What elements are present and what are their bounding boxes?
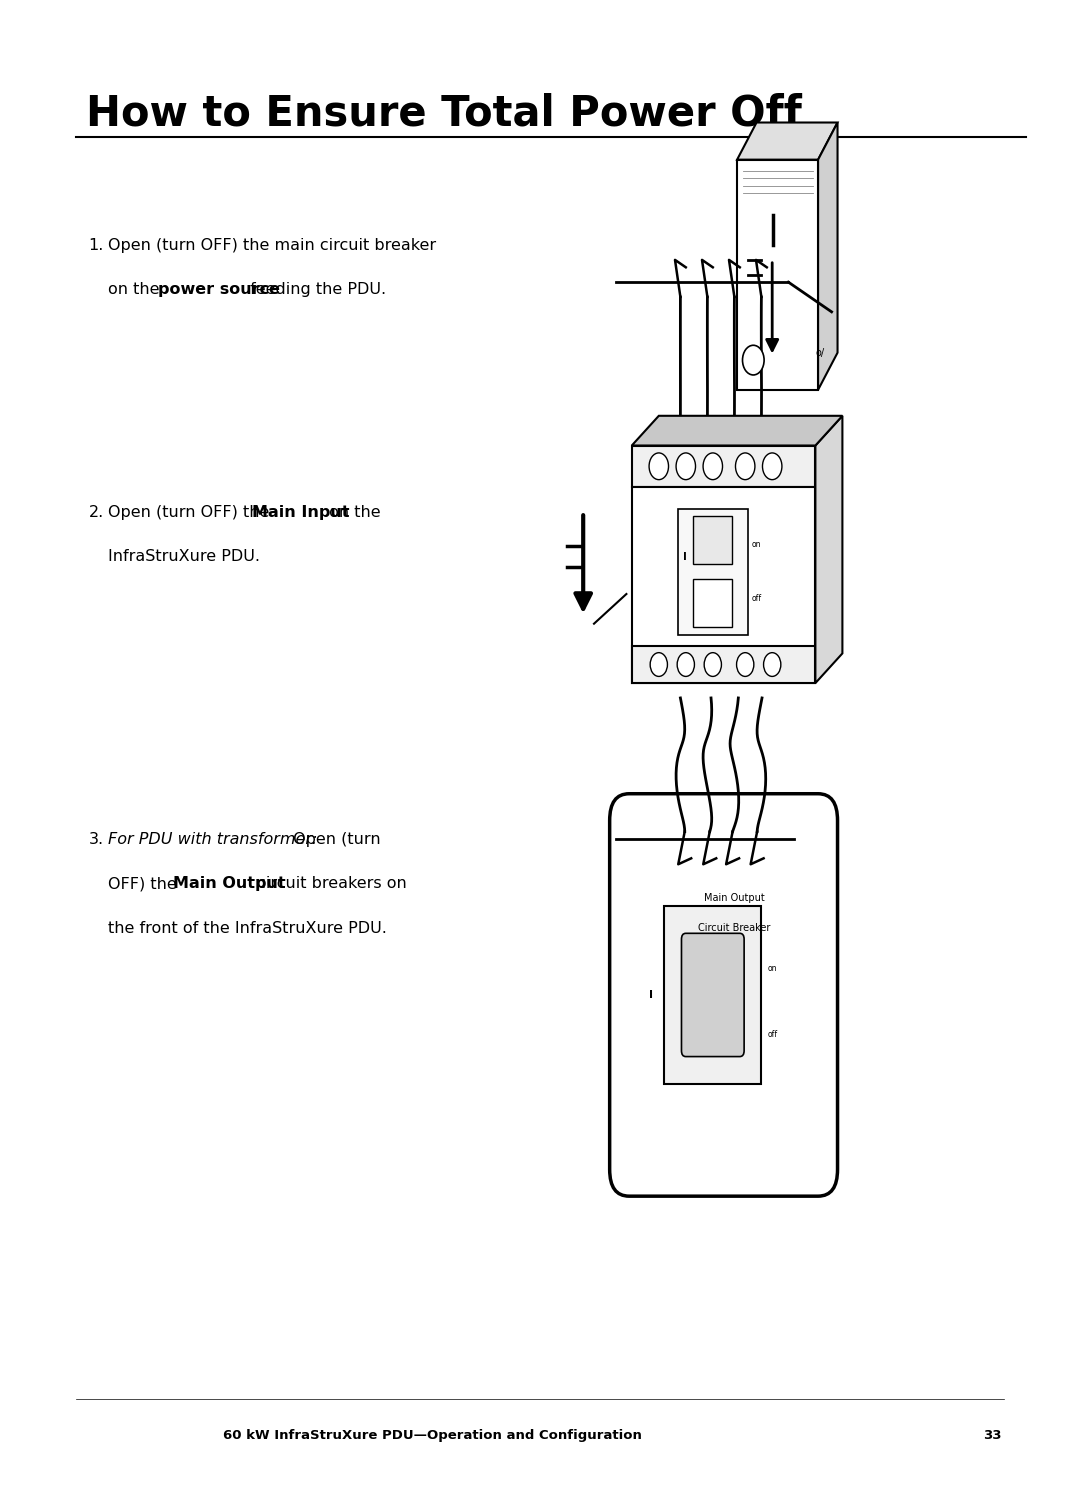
Bar [632, 446, 815, 487]
Text: Main Input: Main Input [252, 505, 350, 520]
Text: 3.: 3. [89, 832, 104, 846]
Text: Main Output: Main Output [173, 876, 285, 891]
Circle shape [762, 453, 782, 480]
Text: feeding the PDU.: feeding the PDU. [245, 282, 386, 297]
Circle shape [649, 453, 669, 480]
Polygon shape [737, 159, 819, 389]
Circle shape [650, 653, 667, 677]
Text: 2.: 2. [89, 505, 104, 520]
Circle shape [703, 453, 723, 480]
Circle shape [676, 453, 696, 480]
Text: on: on [768, 964, 778, 973]
Text: power source: power source [159, 282, 281, 297]
Text: on the: on the [324, 505, 381, 520]
Circle shape [735, 453, 755, 480]
Circle shape [704, 653, 721, 677]
Polygon shape [737, 123, 838, 159]
Text: OFF) the: OFF) the [108, 876, 181, 891]
Text: off: off [768, 1029, 778, 1038]
Text: I: I [649, 990, 653, 999]
Text: on: on [752, 541, 760, 549]
Text: circuit breakers on: circuit breakers on [252, 876, 407, 891]
Bar [632, 646, 815, 683]
Text: on the: on the [108, 282, 164, 297]
Text: I: I [684, 552, 687, 561]
Text: How to Ensure Total Power Off: How to Ensure Total Power Off [86, 92, 802, 134]
Text: Open (turn OFF) the: Open (turn OFF) the [108, 505, 274, 520]
Bar [632, 487, 815, 683]
FancyBboxPatch shape [609, 793, 838, 1197]
Text: Open (turn OFF) the main circuit breaker: Open (turn OFF) the main circuit breaker [108, 238, 436, 252]
Circle shape [737, 653, 754, 677]
Text: 60 kW InfraStruXure PDU—Operation and Configuration: 60 kW InfraStruXure PDU—Operation and Co… [222, 1430, 642, 1442]
Circle shape [677, 653, 694, 677]
Polygon shape [693, 517, 732, 564]
Text: For PDU with transformer:: For PDU with transformer: [108, 832, 318, 846]
Circle shape [764, 653, 781, 677]
Text: o/: o/ [815, 347, 824, 358]
Text: Circuit Breaker: Circuit Breaker [698, 924, 771, 933]
Bar [678, 508, 748, 636]
Polygon shape [815, 416, 842, 683]
Circle shape [743, 346, 764, 376]
Polygon shape [819, 123, 838, 389]
Bar [664, 906, 761, 1084]
Text: Main Output: Main Output [704, 894, 765, 903]
Polygon shape [693, 579, 732, 627]
Text: the front of the InfraStruXure PDU.: the front of the InfraStruXure PDU. [108, 921, 387, 936]
Polygon shape [632, 416, 842, 445]
Text: 1.: 1. [89, 238, 104, 252]
FancyBboxPatch shape [681, 933, 744, 1056]
Text: off: off [752, 594, 761, 603]
Text: Open (turn: Open (turn [288, 832, 381, 846]
Text: 33: 33 [983, 1430, 1001, 1442]
Text: InfraStruXure PDU.: InfraStruXure PDU. [108, 549, 260, 564]
